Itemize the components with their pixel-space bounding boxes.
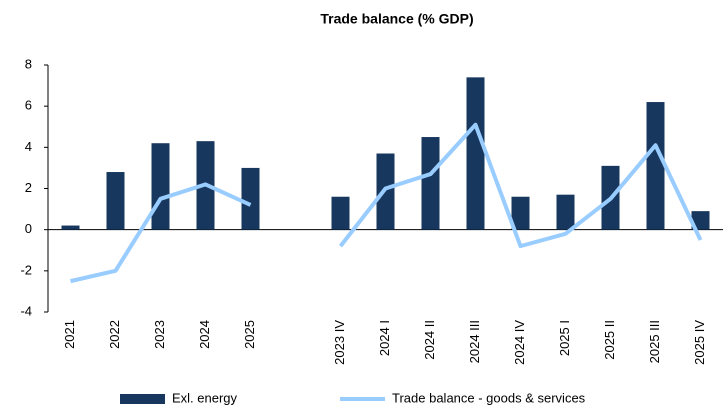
bar [151, 143, 170, 230]
x-tick-label: 2025 II [602, 320, 617, 360]
chart-title: Trade balance (% GDP) [320, 11, 473, 27]
bar [691, 211, 710, 230]
legend-label: Trade balance - goods & services [392, 390, 586, 405]
x-tick-label: 2025 IV [692, 320, 707, 365]
y-tick-label: 6 [25, 98, 32, 113]
bar [241, 167, 260, 230]
y-tick-label: -4 [20, 303, 32, 318]
x-tick-label: 2024 II [422, 320, 437, 360]
bar [106, 172, 125, 230]
y-tick-label: 0 [25, 221, 32, 236]
x-tick-label: 2025 III [647, 320, 662, 363]
x-tick-label: 2022 [107, 320, 122, 349]
x-tick-label: 2024 [197, 320, 212, 349]
legend-label: Exl. energy [172, 390, 238, 405]
x-tick-label: 2024 I [377, 320, 392, 356]
x-tick-label: 2025 [242, 320, 257, 349]
x-tick-label: 2024 III [467, 320, 482, 363]
x-tick-label: 2021 [62, 320, 77, 349]
x-tick-label: 2023 [152, 320, 167, 349]
bar [331, 196, 350, 230]
bar [61, 225, 80, 230]
x-tick-label: 2024 IV [512, 320, 527, 365]
line [70, 122, 703, 284]
bar [646, 102, 665, 230]
bar [466, 77, 485, 230]
y-tick-label: -2 [20, 262, 32, 277]
bar [556, 194, 575, 230]
x-tick-label: 2025 I [557, 320, 572, 356]
x-tick-label: 2023 IV [332, 320, 347, 365]
legend-swatch [120, 394, 165, 404]
bar [421, 137, 440, 230]
y-tick-label: 8 [25, 56, 32, 71]
bar [511, 196, 530, 230]
y-tick-label: 2 [25, 180, 32, 195]
y-tick-label: 4 [25, 139, 32, 154]
